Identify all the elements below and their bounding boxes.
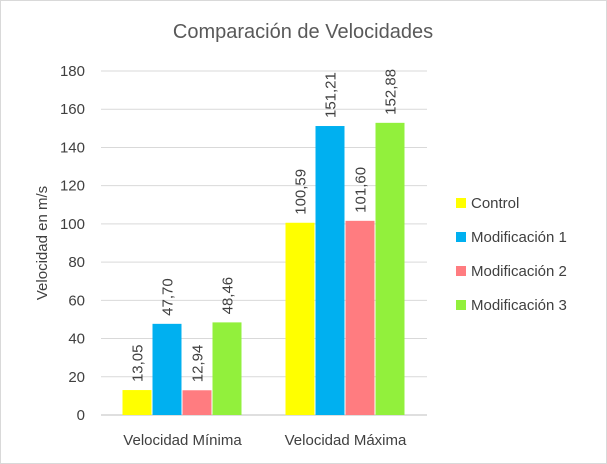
category-label: Velocidad Máxima xyxy=(285,432,407,449)
bar xyxy=(375,122,405,415)
y-tick-label: 180 xyxy=(60,63,85,80)
bar xyxy=(315,126,345,416)
legend-swatch xyxy=(456,300,466,310)
legend-label: Control xyxy=(471,195,519,212)
data-label: 100,59 xyxy=(293,169,310,215)
data-label: 48,46 xyxy=(220,277,237,315)
bar xyxy=(182,390,212,415)
bar xyxy=(345,220,375,415)
data-labels: 13,05 47,70 12,94 48,46 100,59 151,21 101,60 15… xyxy=(130,69,400,382)
y-tick-label: 40 xyxy=(68,331,85,348)
bars xyxy=(122,122,405,416)
data-label: 101,60 xyxy=(353,167,370,213)
y-tick-label: 160 xyxy=(60,101,85,118)
legend: Control Modificación 1 Modificación 2 Modif… xyxy=(456,195,567,314)
legend-swatch xyxy=(456,198,466,208)
bar xyxy=(212,322,242,415)
legend-label: Modificación 3 xyxy=(471,297,567,314)
chart-title: Comparación de Velocidades xyxy=(173,21,433,43)
bar xyxy=(122,390,152,415)
y-axis-ticks: 0 20 40 60 80 100 120 140 160 180 xyxy=(60,63,85,424)
y-tick-label: 100 xyxy=(60,216,85,233)
y-tick-label: 20 xyxy=(68,369,85,386)
y-axis-label: Velocidad en m/s xyxy=(34,186,51,300)
data-label: 12,94 xyxy=(190,345,207,383)
data-label: 152,88 xyxy=(383,69,400,115)
bar xyxy=(152,323,182,415)
data-label: 47,70 xyxy=(160,278,177,316)
y-tick-label: 120 xyxy=(60,178,85,195)
legend-swatch xyxy=(456,266,466,276)
legend-label: Modificación 2 xyxy=(471,263,567,280)
y-tick-label: 80 xyxy=(68,254,85,271)
data-label: 13,05 xyxy=(130,345,147,383)
y-tick-label: 0 xyxy=(77,407,85,424)
legend-label: Modificación 1 xyxy=(471,229,567,246)
category-label: Velocidad Mínima xyxy=(123,432,242,449)
category-labels: Velocidad Mínima Velocidad Máxima xyxy=(123,432,407,449)
y-tick-label: 140 xyxy=(60,139,85,156)
data-label: 151,21 xyxy=(323,72,340,118)
y-tick-label: 60 xyxy=(68,292,85,309)
bar xyxy=(285,222,315,415)
legend-swatch xyxy=(456,232,466,242)
